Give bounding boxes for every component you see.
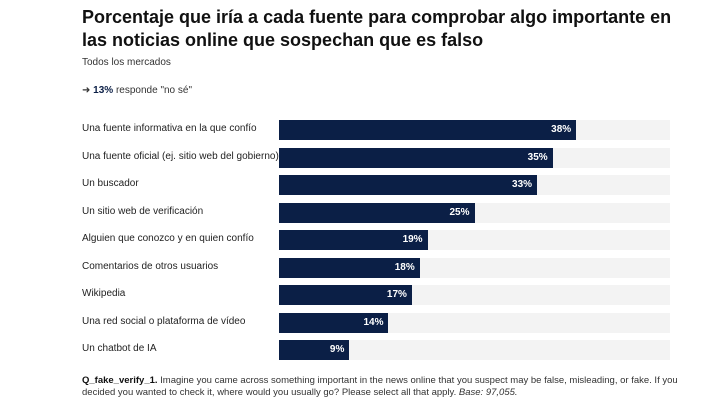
bar: 25% xyxy=(279,202,475,223)
bar-track: 9% xyxy=(279,340,670,360)
value-label: 18% xyxy=(394,261,415,273)
bar-row: Alguien que conozco y en quien confío 19… xyxy=(82,230,682,250)
category-label: Una red social o plataforma de vídeo xyxy=(82,315,246,327)
dont-know-text: responde "no sé" xyxy=(113,85,193,96)
bar-track: 18% xyxy=(279,257,670,278)
arrow-icon: ➜ xyxy=(82,85,91,96)
bar: 17% xyxy=(279,285,412,305)
bar: 9% xyxy=(279,340,350,360)
question-code: Q_fake_verify_1. xyxy=(82,375,158,386)
category-label: Un buscador xyxy=(82,178,139,189)
bar: 38% xyxy=(279,120,577,140)
value-label: 33% xyxy=(512,179,533,190)
chart-subtitle: Todos los mercados xyxy=(82,57,171,68)
dont-know-value: 13% xyxy=(93,85,114,96)
bar-track: 33% xyxy=(279,175,670,195)
value-label: 19% xyxy=(402,234,423,245)
bar-row: Un chatbot de IA 9% xyxy=(82,340,682,360)
value-label: 17% xyxy=(386,289,407,300)
chart-title: Porcentaje que iría a cada fuente para c… xyxy=(82,7,672,50)
bar: 35% xyxy=(279,147,553,168)
bar-row: Una fuente oficial (ej. sitio web del go… xyxy=(82,147,682,168)
category-label: Una fuente informativa en la que confío xyxy=(82,123,257,134)
category-label: Alguien que conozco y en quien confío xyxy=(82,233,254,244)
question-text: Imagine you came across something import… xyxy=(82,375,678,398)
category-label: Comentarios de otros usuarios xyxy=(82,260,219,272)
bar-row: Un sitio web de verificación 25% xyxy=(82,202,682,223)
bar-track: 19% xyxy=(279,230,670,250)
bar-row: Wikipedia 17% xyxy=(82,285,682,305)
bar-track: 38% xyxy=(279,120,670,140)
dont-know-note: ➜ 13% responde "no sé" xyxy=(82,85,192,96)
bar: 14% xyxy=(279,312,389,333)
bar-row: Comentarios de otros usuarios 18% xyxy=(82,257,682,278)
bar-track: 25% xyxy=(279,202,670,223)
value-label: 9% xyxy=(329,344,345,355)
footnote: Q_fake_verify_1. Imagine you came across… xyxy=(82,375,682,399)
bar-row: Una fuente informativa en la que confío … xyxy=(82,120,682,140)
category-label: Un sitio web de verificación xyxy=(82,205,204,217)
category-label: Wikipedia xyxy=(82,288,126,299)
category-label: Una fuente oficial (ej. sitio web del go… xyxy=(82,150,279,162)
bar-track: 14% xyxy=(279,312,670,333)
value-label: 35% xyxy=(527,151,548,163)
bar: 18% xyxy=(279,257,420,278)
category-label: Un chatbot de IA xyxy=(82,343,157,354)
bar-row: Una red social o plataforma de vídeo 14% xyxy=(82,312,682,333)
base-text: Base: 97,055. xyxy=(458,387,518,398)
value-label: 25% xyxy=(449,206,470,218)
bar-row: Un buscador 33% xyxy=(82,175,682,195)
bar-track: 35% xyxy=(279,147,670,168)
bar-track: 17% xyxy=(279,285,670,305)
value-label: 38% xyxy=(551,124,572,135)
bar: 33% xyxy=(279,175,538,195)
value-label: 14% xyxy=(363,316,384,328)
bar: 19% xyxy=(279,230,428,250)
